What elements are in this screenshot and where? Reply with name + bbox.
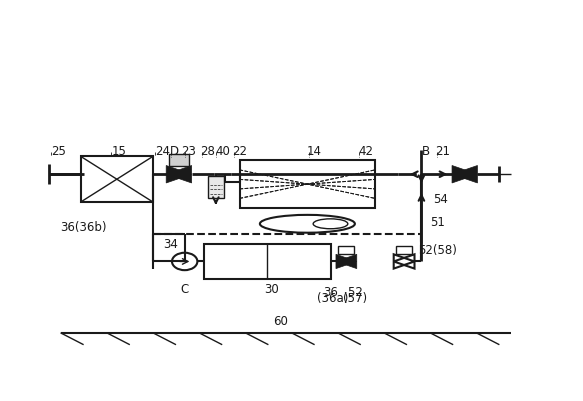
Text: 52(58): 52(58): [419, 243, 458, 256]
Text: D: D: [170, 145, 179, 158]
Text: 15: 15: [111, 145, 126, 158]
Polygon shape: [166, 166, 192, 184]
Text: 54: 54: [433, 192, 448, 205]
Text: 23: 23: [181, 145, 195, 158]
Text: 36: 36: [323, 285, 338, 298]
Text: (36a): (36a): [318, 292, 349, 305]
Text: 25: 25: [51, 145, 65, 158]
Bar: [396, 246, 412, 255]
Text: B: B: [422, 145, 430, 158]
Text: 42: 42: [358, 145, 373, 158]
Text: 24: 24: [154, 145, 170, 158]
Text: 34: 34: [163, 237, 178, 251]
Polygon shape: [336, 255, 357, 269]
Bar: [203, 244, 331, 279]
Text: 28: 28: [201, 145, 215, 158]
Text: (57): (57): [343, 292, 368, 305]
Bar: [168, 155, 189, 166]
Text: 30: 30: [264, 282, 279, 295]
Polygon shape: [336, 255, 357, 269]
Text: 36(36b): 36(36b): [61, 221, 107, 234]
Text: 14: 14: [307, 145, 322, 158]
Bar: [208, 177, 224, 198]
Text: 21: 21: [435, 145, 449, 158]
Text: 60: 60: [273, 315, 288, 328]
Text: 22: 22: [233, 145, 248, 158]
Text: 52: 52: [347, 285, 370, 298]
Polygon shape: [166, 166, 192, 184]
Bar: [80, 157, 153, 203]
Polygon shape: [452, 166, 477, 184]
Text: 40: 40: [215, 145, 230, 158]
Text: C: C: [181, 282, 189, 295]
Bar: [338, 246, 354, 255]
Polygon shape: [452, 166, 477, 184]
Text: 51: 51: [430, 216, 445, 229]
Bar: [240, 161, 375, 209]
